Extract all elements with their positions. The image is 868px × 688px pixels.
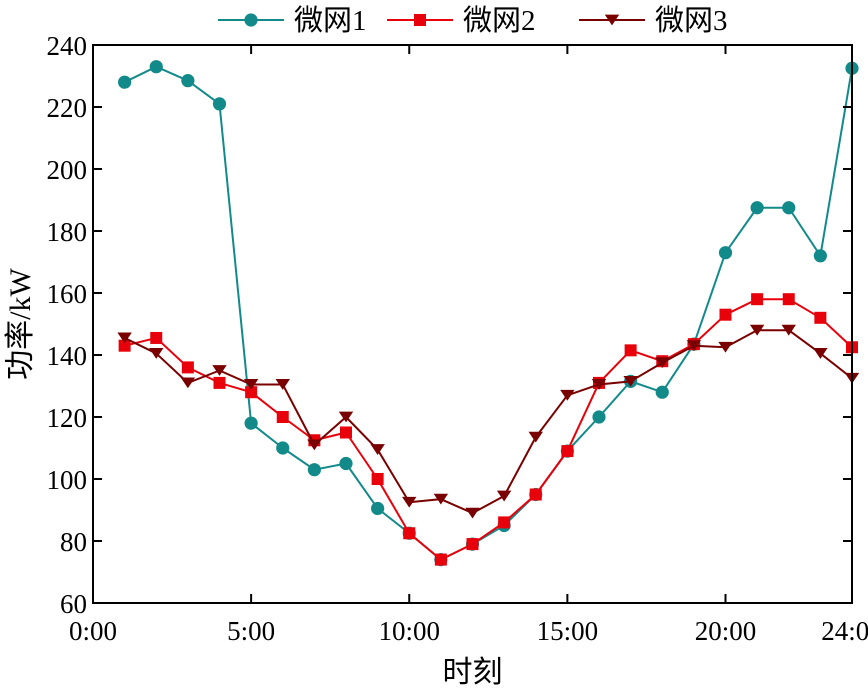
series-1 [118,60,859,567]
data-point [718,246,733,260]
y-tick-label: 100 [47,465,88,495]
y-axis: 60 80 100 120 140 160 180 200 220 240 [47,31,852,619]
data-point [782,201,796,215]
data-point [180,377,196,389]
data-point [371,473,384,485]
data-point [655,385,669,399]
legend-label: 微网1 [294,4,367,37]
series-3 [117,324,860,519]
plot-frame [92,44,853,604]
data-point [655,357,670,369]
y-axis-title: 功率/kW [4,267,37,379]
x-tick-label: 15:00 [537,616,599,646]
data-point [150,331,163,344]
data-point [307,463,321,477]
data-point [245,386,258,399]
legend-item: 微网3 [579,4,728,37]
y-tick-label: 200 [47,155,88,185]
data-point [339,456,353,471]
data-point [402,496,417,508]
y-tick-label: 240 [47,31,88,61]
data-point [751,293,764,306]
y-tick-label: 160 [47,279,88,309]
data-point [243,379,259,390]
data-point [623,375,638,387]
series-line [124,329,853,515]
data-point [433,493,449,505]
series-layer [117,60,860,567]
legend-marker [414,14,426,26]
data-point [118,339,131,352]
x-tick-label: 10:00 [378,616,440,646]
data-point [782,293,795,306]
data-point [149,60,163,74]
series-line [124,65,853,561]
data-point [719,308,732,321]
data-point [814,311,827,324]
data-point [275,379,290,390]
x-tick-label: 0:00 [69,616,117,646]
data-point [276,441,290,455]
data-point [117,332,132,344]
data-point [528,431,543,443]
data-point [591,379,607,390]
data-point [624,344,637,357]
y-tick-label: 140 [47,341,88,371]
x-tick-label: 5:00 [227,616,275,646]
data-point [181,74,195,88]
data-point [371,501,385,516]
data-point [529,488,542,501]
data-point [718,341,733,353]
data-point [340,426,352,439]
data-point [338,411,354,423]
data-point [276,411,289,423]
data-point [750,201,764,215]
data-point [403,527,416,540]
legend-item: 微网1 [218,4,367,37]
legend-label: 微网3 [655,4,728,37]
x-axis: 0:00 5:00 10:00 15:00 20:00 24:00 [69,45,868,646]
data-point [686,340,702,352]
data-point [749,324,765,336]
y-tick-label: 120 [47,403,88,433]
series-2 [118,293,858,566]
legend-marker [244,13,258,27]
data-point [213,376,226,389]
legend: 微网1 微网2 微网3 [218,4,728,37]
y-tick-label: 80 [60,527,87,557]
data-point [781,324,796,336]
data-point [560,389,575,401]
data-point [434,553,447,566]
legend-item: 微网2 [387,4,536,37]
data-point [181,361,194,374]
data-point [212,97,227,111]
data-point [592,410,606,424]
data-point [813,249,827,263]
legend-label: 微网2 [463,4,536,37]
data-point [244,416,258,430]
data-point [466,538,479,551]
data-point [465,507,480,519]
data-point [813,348,828,359]
data-point [561,445,574,458]
legend-marker [604,14,620,26]
y-tick-label: 60 [60,589,87,619]
data-point [496,490,512,502]
data-point [149,348,164,359]
data-point [212,365,227,376]
y-tick-label: 180 [47,217,88,247]
y-tick-label: 220 [47,93,88,123]
x-tick-label: 24:00 [821,616,868,646]
data-point [498,516,511,529]
x-tick-label: 20:00 [695,616,757,646]
data-point [307,439,322,451]
x-axis-title: 时刻 [443,656,503,688]
data-point [370,444,385,455]
data-point [118,75,132,89]
